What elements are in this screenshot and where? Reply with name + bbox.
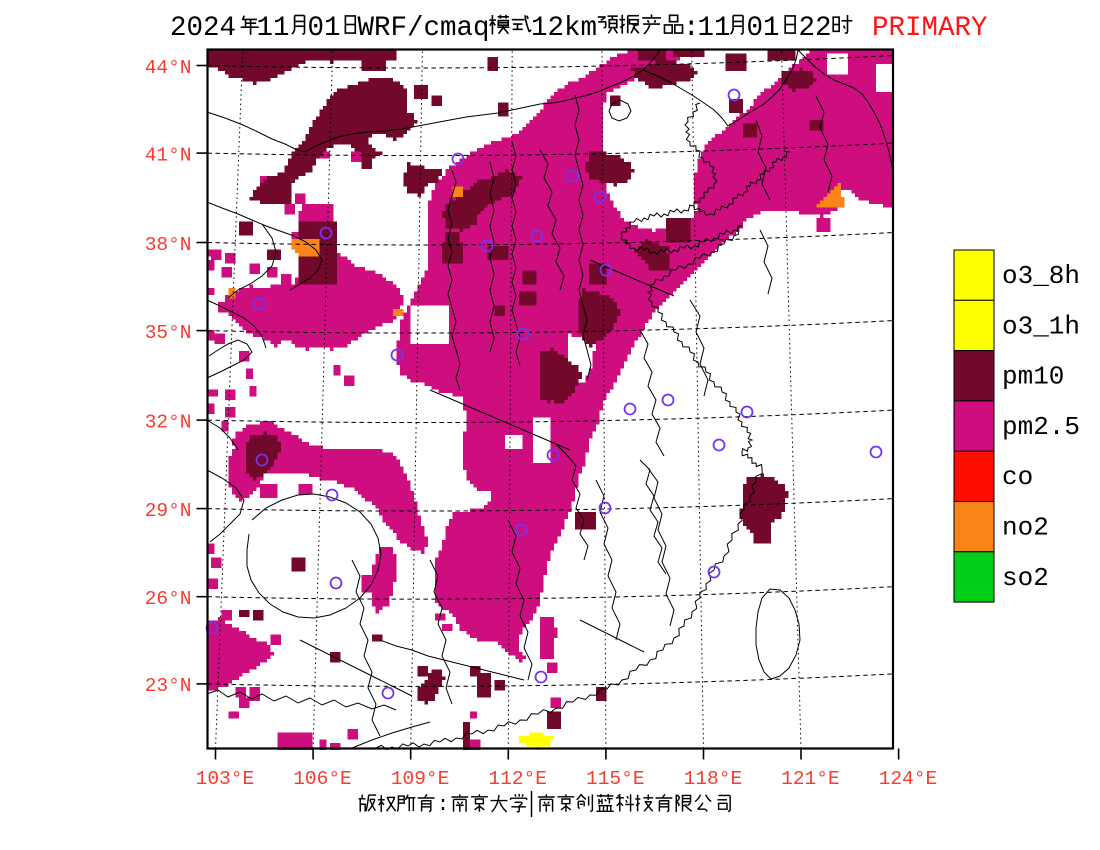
svg-text:so2: so2 — [1002, 563, 1049, 593]
svg-text:12km: 12km — [531, 13, 597, 44]
svg-text:WRF/cmaq: WRF/cmaq — [358, 13, 490, 44]
svg-text:pm10: pm10 — [1002, 362, 1064, 392]
svg-text:118°E: 118°E — [684, 768, 743, 790]
svg-text:PRIMARY: PRIMARY — [872, 13, 988, 44]
svg-text::: : — [683, 13, 700, 44]
svg-text:44°N: 44°N — [145, 57, 192, 79]
svg-text:121°E: 121°E — [781, 768, 840, 790]
svg-text:01: 01 — [747, 13, 780, 44]
svg-text:109°E: 109°E — [391, 768, 450, 790]
svg-text:01: 01 — [308, 13, 341, 44]
svg-text:o3_8h: o3_8h — [1002, 261, 1080, 291]
svg-text:41°N: 41°N — [145, 144, 192, 166]
svg-text:103°E: 103°E — [196, 768, 255, 790]
svg-text:32°N: 32°N — [145, 411, 192, 433]
svg-text:26°N: 26°N — [145, 588, 192, 610]
svg-text:pm2.5: pm2.5 — [1002, 412, 1080, 442]
svg-text:23°N: 23°N — [145, 675, 192, 697]
svg-text:11: 11 — [257, 13, 290, 44]
svg-text:38°N: 38°N — [145, 234, 192, 256]
svg-text:o3_1h: o3_1h — [1002, 311, 1080, 341]
svg-text:106°E: 106°E — [293, 768, 352, 790]
svg-text::: : — [437, 794, 449, 817]
svg-text:35°N: 35°N — [145, 322, 192, 344]
svg-text:11: 11 — [698, 13, 731, 44]
svg-text:2024: 2024 — [170, 13, 236, 44]
svg-text:22: 22 — [799, 13, 832, 44]
svg-text:29°N: 29°N — [145, 500, 192, 522]
svg-text:115°E: 115°E — [586, 768, 645, 790]
svg-text:124°E: 124°E — [879, 768, 938, 790]
svg-text:co: co — [1002, 462, 1033, 492]
svg-text:112°E: 112°E — [488, 768, 547, 790]
svg-text:no2: no2 — [1002, 513, 1049, 543]
